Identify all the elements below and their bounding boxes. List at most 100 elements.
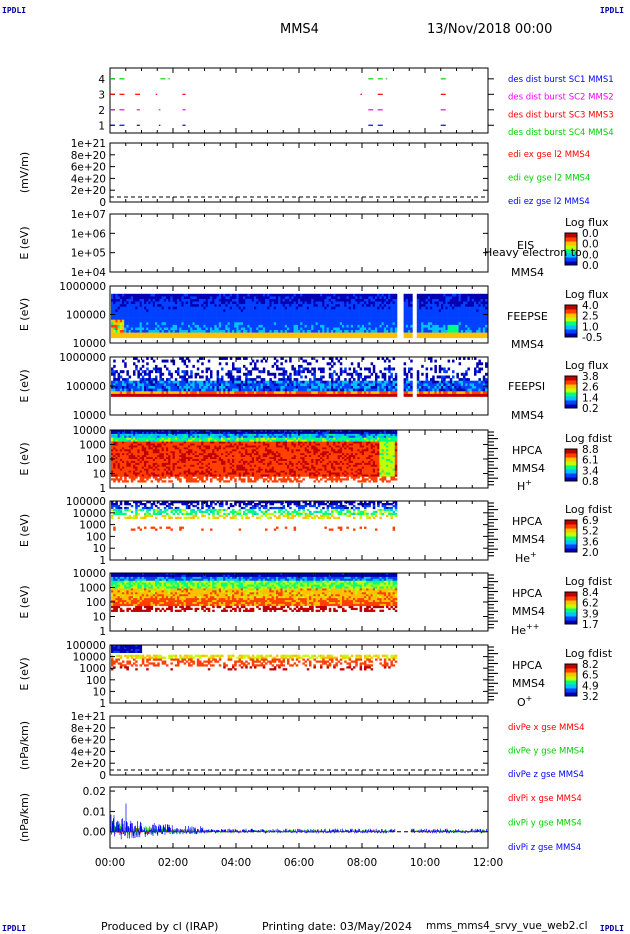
feepse-cell: [388, 309, 391, 313]
feepse-cell: [172, 293, 176, 297]
feepse-cell: [137, 311, 140, 315]
feepse-cell: [214, 319, 217, 323]
feepsi-cell: [181, 378, 184, 382]
feepsi-cell: [258, 375, 261, 379]
feepsi-cell: [293, 386, 297, 389]
feepsi-cell: [229, 378, 233, 382]
feepse-cell: [287, 330, 290, 333]
feepse-cell: [144, 301, 147, 305]
feepse-cell: [326, 296, 330, 300]
feepse-cell: [298, 296, 301, 300]
feepse-cell: [394, 306, 398, 310]
feepse-cell: [427, 319, 431, 323]
feepse-cell: [117, 332, 121, 336]
feepsi-cell: [166, 380, 169, 384]
feepse-cell: [350, 335, 354, 339]
burst-ytick-label: 3: [98, 89, 105, 101]
hpca_h-cell: [111, 460, 114, 464]
eis-colorbar-segment: [565, 233, 577, 238]
feepsi-cell: [335, 391, 338, 395]
feepse-cell: [256, 317, 259, 320]
feepse-cell: [159, 319, 162, 323]
eis-colorbar: [564, 232, 578, 266]
hpca_h-cell: [117, 472, 121, 475]
feepsi-cell: [438, 391, 442, 395]
feepse-cell: [361, 314, 365, 318]
feepsi-cell: [135, 383, 138, 387]
feepse-cell: [234, 314, 237, 318]
feepse-cell: [247, 319, 250, 323]
feepsi-cell: [359, 372, 363, 376]
feepse-cell: [113, 324, 116, 328]
feepse-cell: [419, 311, 422, 315]
feepse-cell: [392, 330, 396, 333]
feepse-cell: [172, 299, 176, 302]
feepse-cell: [271, 324, 275, 328]
feepse-cell: [326, 327, 330, 331]
hpca_h-cell: [117, 439, 121, 442]
feepse-cell: [199, 332, 202, 336]
feepsi-colorbar-tick: 0.2: [582, 403, 599, 415]
feepse-cell: [135, 319, 138, 323]
feepsi-cell: [368, 383, 371, 387]
feepse-cell: [163, 335, 167, 339]
feepse-cell: [194, 304, 198, 307]
feepsi-cell: [135, 391, 138, 395]
feepsi-cell: [212, 388, 215, 392]
feepse-cell: [210, 293, 213, 297]
feepse-cell: [333, 319, 336, 323]
feepse-cell: [205, 293, 209, 297]
feepsi-cell: [194, 383, 198, 387]
feepsi-cell: [306, 393, 310, 397]
feepsi-cell: [265, 388, 268, 392]
feepse-cell: [463, 324, 466, 328]
feepse-cell: [111, 293, 114, 297]
feepsi-cell: [447, 391, 451, 395]
feepsi-cell: [408, 367, 411, 371]
feepse-cell: [238, 293, 242, 297]
feepse-cell: [254, 309, 257, 313]
feepse-cell: [465, 322, 468, 326]
feepse-cell: [265, 306, 268, 310]
feepse-cell: [265, 309, 268, 313]
feepsi-cell: [166, 391, 169, 395]
feepse-cell: [124, 324, 127, 328]
feepsi-cell: [223, 357, 226, 360]
feepse-cell: [155, 324, 158, 328]
feepse-cell: [157, 332, 160, 336]
feepsi-cell: [201, 370, 204, 374]
feepsi-cell: [465, 380, 468, 384]
feepse-cell: [485, 314, 488, 318]
feepsi-cell: [232, 388, 235, 392]
feepse-cell: [480, 317, 484, 320]
feepsi-cell: [293, 388, 297, 392]
feepse-cell: [421, 299, 424, 302]
feepse-cell: [170, 319, 173, 323]
feepse-cell: [240, 296, 244, 300]
feepse-cell: [258, 296, 261, 300]
feepse-cell: [339, 299, 343, 302]
feepse-cell: [199, 335, 202, 339]
feepse-cell: [419, 324, 422, 328]
feepse-cell: [254, 335, 257, 339]
feepse-cell: [405, 324, 409, 328]
feepsi-cell: [249, 383, 253, 387]
feepsi-cell: [218, 391, 222, 395]
feepse-cell: [291, 332, 294, 336]
feepsi-cell: [251, 380, 255, 384]
feepse-cell: [168, 322, 171, 326]
feepse-cell: [172, 296, 176, 300]
feepsi-cell: [166, 393, 169, 397]
feepse-cell: [245, 314, 248, 318]
feepse-cell: [234, 317, 237, 320]
feepse-cell: [115, 319, 118, 323]
feepse-cell: [337, 306, 341, 310]
feepsi-cell: [181, 375, 184, 379]
feepsi-cell: [300, 364, 303, 368]
hpca_h-cell: [117, 457, 121, 460]
feepsi-cell: [328, 367, 332, 371]
feepse-cell: [355, 330, 358, 333]
feepse-cell: [471, 304, 475, 307]
feepse-cell: [300, 304, 303, 307]
feepse-cell: [260, 304, 264, 307]
